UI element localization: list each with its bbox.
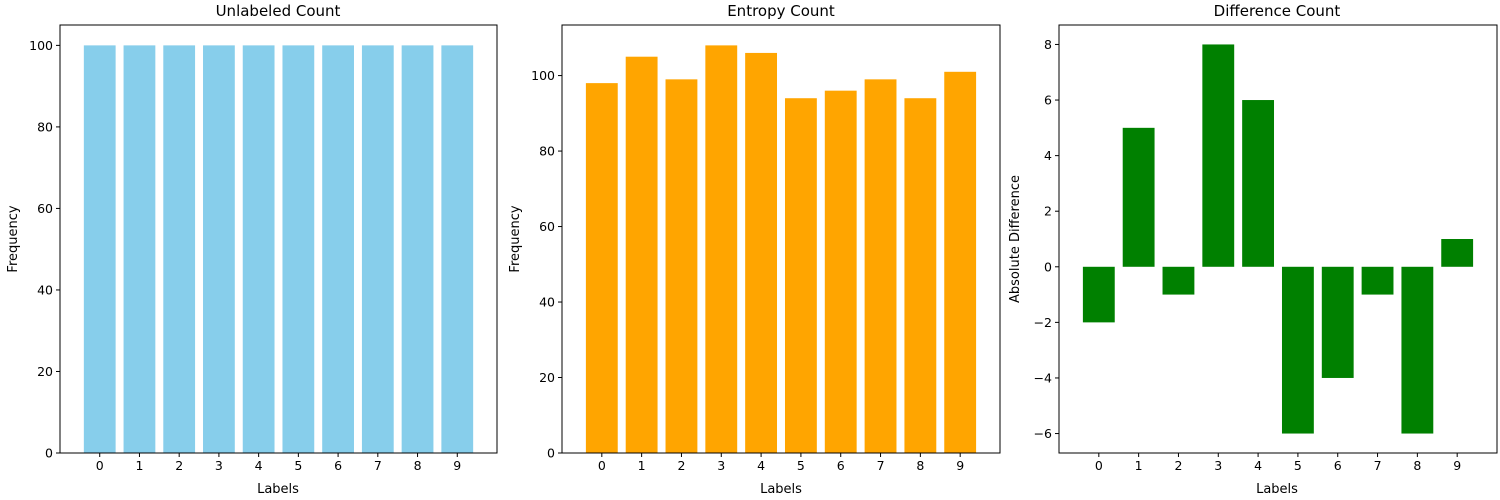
x-tick-label: 9 <box>453 458 461 473</box>
y-tick-label: 2 <box>1044 204 1052 219</box>
bar-2 <box>163 45 196 453</box>
chart-panel-entropy: Entropy Count Labels Frequency 0 1 2 3 4 5 6 7 8… <box>508 2 1001 497</box>
x-tick-label: 2 <box>1174 458 1182 473</box>
bar-5 <box>784 98 817 453</box>
x-tick-label: 8 <box>1413 458 1421 473</box>
bar-7 <box>864 79 897 453</box>
axes-frame <box>59 24 498 454</box>
bar-0 <box>83 45 116 453</box>
axes-frame <box>561 24 1001 454</box>
x-tick-label: 5 <box>1294 458 1302 473</box>
plot-area: 0 1 2 3 4 5 6 7 8 9 −6 −4 −2 0 2 4 6 8 <box>1034 24 1498 473</box>
y-tick-label: 0 <box>547 446 555 461</box>
x-tick-label: 8 <box>916 458 924 473</box>
x-tick-label: 4 <box>1254 458 1262 473</box>
x-tick-label: 1 <box>135 458 143 473</box>
x-tick-label: 6 <box>1334 458 1342 473</box>
y-tick-label: 80 <box>37 119 53 134</box>
bar-0 <box>585 83 618 454</box>
x-tick-label: 1 <box>1135 458 1143 473</box>
bar-8 <box>401 45 434 453</box>
y-tick-label: 60 <box>539 219 555 234</box>
x-tick-label: 6 <box>837 458 845 473</box>
y-tick-label: 6 <box>1044 93 1052 108</box>
y-tick-label: 40 <box>539 295 555 310</box>
y-tick-label: 100 <box>29 38 53 53</box>
x-tick-label: 0 <box>1095 458 1103 473</box>
x-tick-label: 5 <box>294 458 302 473</box>
chart-title: Entropy Count <box>727 2 835 20</box>
x-tick-label: 2 <box>677 458 685 473</box>
y-tick-label: 20 <box>539 370 555 385</box>
plot-area: 0 1 2 3 4 5 6 7 8 9 0 20 40 60 80 100 <box>29 24 498 473</box>
y-tick-label: 4 <box>1044 148 1052 163</box>
axes-frame <box>1058 24 1498 454</box>
y-tick-label: −4 <box>1034 370 1052 385</box>
chart-title: Difference Count <box>1214 2 1341 20</box>
x-axis-label: Labels <box>760 482 802 497</box>
y-tick-label: 8 <box>1044 37 1052 52</box>
x-tick-label: 4 <box>757 458 765 473</box>
y-tick-label: 100 <box>531 68 555 83</box>
x-tick-label: 1 <box>638 458 646 473</box>
x-tick-label: 3 <box>717 458 725 473</box>
bar-3 <box>203 45 235 453</box>
x-tick-label: 5 <box>797 458 805 473</box>
x-tick-label: 7 <box>374 458 382 473</box>
chart-title: Unlabeled Count <box>216 2 341 20</box>
x-tick-label: 4 <box>255 458 263 473</box>
bar-7 <box>361 45 394 453</box>
plot-area: 0 1 2 3 4 5 6 7 8 9 0 20 40 60 80 100 <box>531 24 1001 473</box>
bar-6 <box>1321 266 1354 378</box>
chart-panel-unlabeled: Unlabeled Count Labels Frequency 0 1 2 3 4 5 6… <box>6 2 498 497</box>
y-axis-label: Absolute Difference <box>1008 175 1023 303</box>
bar-5 <box>1281 266 1314 434</box>
bar-9 <box>1441 239 1474 267</box>
y-tick-label: 80 <box>539 144 555 159</box>
bar-5 <box>282 45 315 453</box>
x-tick-label: 6 <box>334 458 342 473</box>
x-tick-label: 9 <box>1453 458 1461 473</box>
bar-4 <box>1242 100 1275 267</box>
x-axis-label: Labels <box>1256 482 1298 497</box>
x-tick-label: 2 <box>175 458 183 473</box>
bar-9 <box>441 45 474 453</box>
y-tick-label: −2 <box>1034 315 1052 330</box>
bar-7 <box>1361 266 1394 295</box>
y-tick-label: −6 <box>1034 426 1052 441</box>
x-tick-label: 9 <box>956 458 964 473</box>
x-tick-label: 0 <box>598 458 606 473</box>
x-axis-label: Labels <box>257 482 299 497</box>
y-axis-label: Frequency <box>508 205 523 272</box>
bar-9 <box>944 71 977 454</box>
chart-panel-difference: Difference Count Labels Absolute Differe… <box>1008 2 1498 497</box>
x-tick-label: 0 <box>96 458 104 473</box>
x-tick-label: 7 <box>1374 458 1382 473</box>
bar-2 <box>1162 266 1195 295</box>
y-tick-label: 40 <box>37 282 53 297</box>
x-tick-label: 7 <box>877 458 885 473</box>
bar-1 <box>1122 127 1155 267</box>
y-tick-label: 20 <box>37 364 53 379</box>
bar-8 <box>904 98 937 453</box>
bar-1 <box>123 45 156 453</box>
bar-3 <box>1202 44 1235 267</box>
bar-1 <box>625 56 658 453</box>
bar-0 <box>1082 266 1115 323</box>
x-tick-label: 3 <box>1214 458 1222 473</box>
y-tick-label: 0 <box>1044 259 1052 274</box>
x-tick-label: 8 <box>414 458 422 473</box>
bar-6 <box>322 45 354 453</box>
y-axis-label: Frequency <box>6 205 21 272</box>
bar-6 <box>824 90 857 454</box>
x-tick-label: 3 <box>215 458 223 473</box>
y-tick-label: 60 <box>37 201 53 216</box>
bar-3 <box>705 45 738 453</box>
bar-2 <box>665 79 698 453</box>
bar-8 <box>1401 266 1434 434</box>
bar-4 <box>745 52 778 454</box>
y-tick-label: 0 <box>45 446 53 461</box>
bar-4 <box>242 45 275 453</box>
